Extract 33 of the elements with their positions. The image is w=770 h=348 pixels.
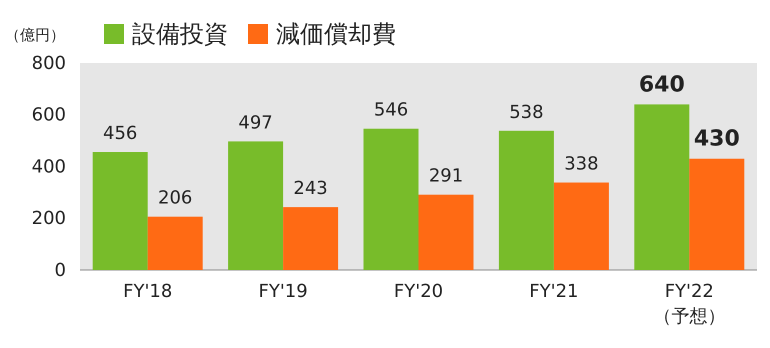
x-tick-label: FY'22 （予想） bbox=[653, 281, 726, 327]
data-label: 497 bbox=[238, 112, 273, 134]
bar bbox=[498, 130, 554, 270]
legend-label: 減価償却費 bbox=[276, 20, 396, 48]
data-label: 243 bbox=[293, 178, 328, 200]
y-tick-label: 200 bbox=[32, 208, 66, 230]
legend-label: 設備投資 bbox=[132, 20, 228, 48]
bar bbox=[283, 207, 338, 270]
x-tick-label: FY'18 bbox=[123, 281, 172, 302]
bar bbox=[554, 182, 609, 270]
bar bbox=[689, 158, 744, 270]
y-tick-label: 600 bbox=[32, 104, 66, 126]
data-label: 456 bbox=[103, 123, 138, 144]
y-tick-label: 0 bbox=[54, 260, 66, 281]
x-tick-label: FY'21 bbox=[529, 281, 578, 302]
data-label: 430 bbox=[694, 126, 740, 152]
y-tick-label: 400 bbox=[32, 156, 66, 178]
data-label: 338 bbox=[564, 154, 599, 175]
data-label: 640 bbox=[638, 72, 685, 98]
bar bbox=[148, 216, 203, 270]
bar bbox=[364, 128, 418, 270]
y-axis-title: （億円） bbox=[5, 26, 65, 44]
data-label: 291 bbox=[428, 166, 464, 187]
y-tick-label: 800 bbox=[32, 52, 66, 74]
data-label: 206 bbox=[158, 188, 192, 209]
bar bbox=[228, 141, 284, 270]
x-tick-label: FY'20 bbox=[394, 281, 444, 302]
x-tick-label: FY'19 bbox=[258, 281, 308, 302]
bar bbox=[634, 104, 690, 270]
bar bbox=[92, 152, 148, 270]
bar bbox=[418, 194, 474, 270]
data-label: 538 bbox=[509, 102, 544, 123]
data-label: 546 bbox=[374, 100, 408, 121]
